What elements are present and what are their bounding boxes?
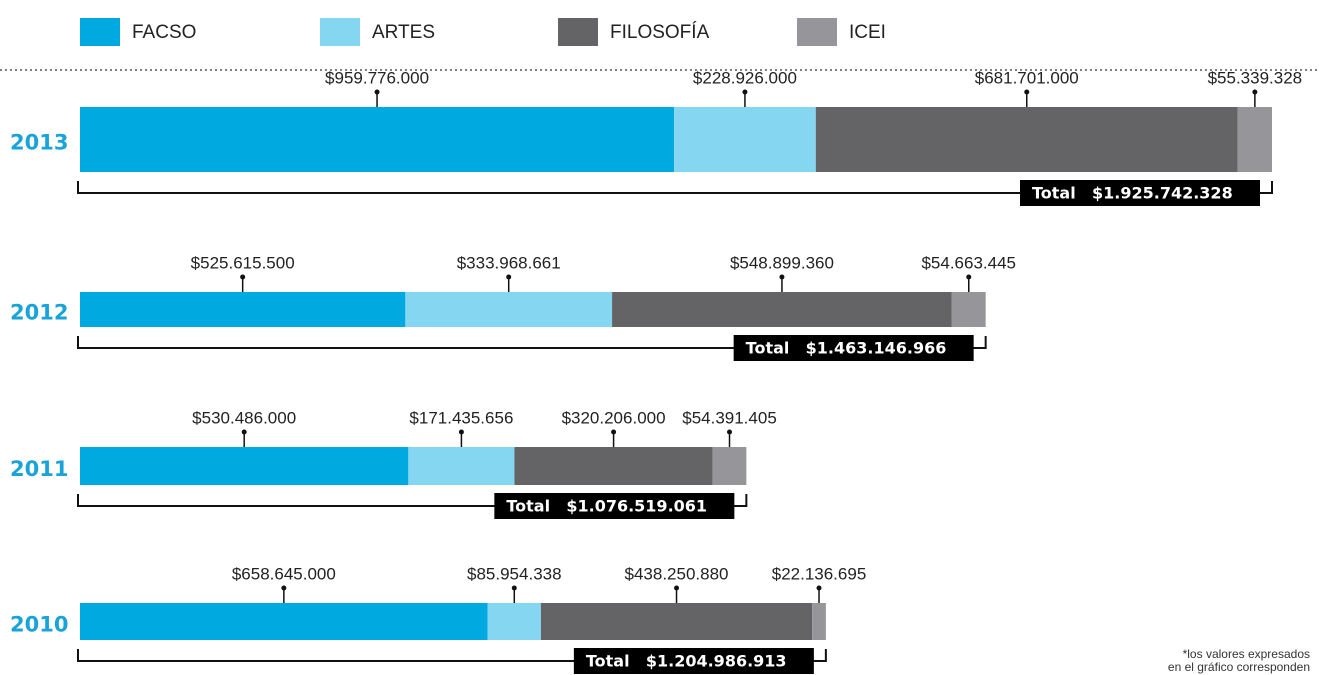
bar-segment — [815, 107, 1238, 172]
total-box — [494, 493, 735, 519]
legend-label: FILOSOFÍA — [610, 22, 710, 43]
total-box — [573, 648, 814, 674]
year-label: 2013 — [10, 131, 68, 155]
bar-segment — [80, 447, 409, 485]
value-label: $85.954.338 — [467, 564, 562, 583]
value-label: $959.776.000 — [325, 68, 429, 87]
bar-segment — [540, 603, 813, 640]
bar-segment — [514, 447, 713, 485]
value-label: $333.968.661 — [457, 253, 561, 272]
bar-segment — [80, 292, 406, 327]
legend-label: ICEI — [849, 22, 886, 43]
legend-label: FACSO — [132, 22, 196, 43]
label-dot — [241, 429, 247, 435]
total-box — [733, 335, 974, 361]
label-dot — [816, 585, 822, 591]
total-word: Total — [746, 339, 790, 358]
total-bracket — [77, 181, 1273, 194]
bar-segment — [812, 603, 826, 640]
legend-swatch — [320, 18, 360, 46]
bar-segment — [612, 292, 952, 327]
total-bracket — [77, 336, 987, 349]
label-dot — [511, 585, 517, 591]
value-label: $171.435.656 — [409, 408, 513, 427]
value-label: $54.663.445 — [921, 253, 1016, 272]
year-label: 2010 — [10, 613, 68, 637]
value-label: $681.701.000 — [975, 68, 1079, 87]
total-bracket — [77, 494, 748, 507]
legend-swatch — [80, 18, 120, 46]
value-label: $54.391.405 — [682, 408, 777, 427]
year-label: 2011 — [10, 457, 68, 481]
label-dot — [374, 89, 380, 95]
label-dot — [727, 429, 733, 435]
bar-segment — [405, 292, 613, 327]
value-label: $55.339.328 — [1208, 68, 1303, 87]
value-label: $658.645.000 — [232, 564, 336, 583]
legend-label: ARTES — [372, 22, 435, 43]
value-label: $530.486.000 — [192, 408, 296, 427]
value-label: $22.136.695 — [772, 564, 867, 583]
total-value: $1.463.146.966 — [806, 339, 947, 358]
value-label: $438.250.880 — [625, 564, 729, 583]
label-dot — [611, 429, 617, 435]
total-value: $1.204.986.913 — [646, 652, 787, 671]
total-word: Total — [586, 652, 630, 671]
bar-segment — [1237, 107, 1272, 172]
label-dot — [966, 274, 972, 280]
value-label: $525.615.500 — [191, 253, 295, 272]
value-label: $228.926.000 — [693, 68, 797, 87]
bar-segment — [80, 107, 675, 172]
total-value: $1.925.742.328 — [1092, 184, 1233, 203]
value-label: $548.899.360 — [730, 253, 834, 272]
bar-segment — [712, 447, 747, 485]
label-dot — [506, 274, 512, 280]
total-word: Total — [1032, 184, 1076, 203]
note: *los valores expresados — [1183, 647, 1310, 661]
bar-segment — [674, 107, 816, 172]
note: en el gráfico corresponden — [1168, 660, 1310, 674]
label-dot — [458, 429, 464, 435]
label-dot — [742, 89, 748, 95]
label-dot — [1024, 89, 1030, 95]
bar-segment — [951, 292, 986, 327]
label-dot — [779, 274, 785, 280]
total-word: Total — [506, 497, 550, 516]
label-dot — [1252, 89, 1258, 95]
total-bracket — [77, 649, 827, 662]
legend-swatch — [797, 18, 837, 46]
bar-segment — [487, 603, 541, 640]
value-label: $320.206.000 — [562, 408, 666, 427]
total-value: $1.076.519.061 — [566, 497, 707, 516]
legend-swatch — [558, 18, 598, 46]
bar-segment — [80, 603, 488, 640]
label-dot — [281, 585, 287, 591]
bar-segment — [408, 447, 515, 485]
label-dot — [674, 585, 680, 591]
total-box — [1020, 180, 1260, 206]
year-label: 2012 — [10, 301, 68, 325]
label-dot — [240, 274, 246, 280]
